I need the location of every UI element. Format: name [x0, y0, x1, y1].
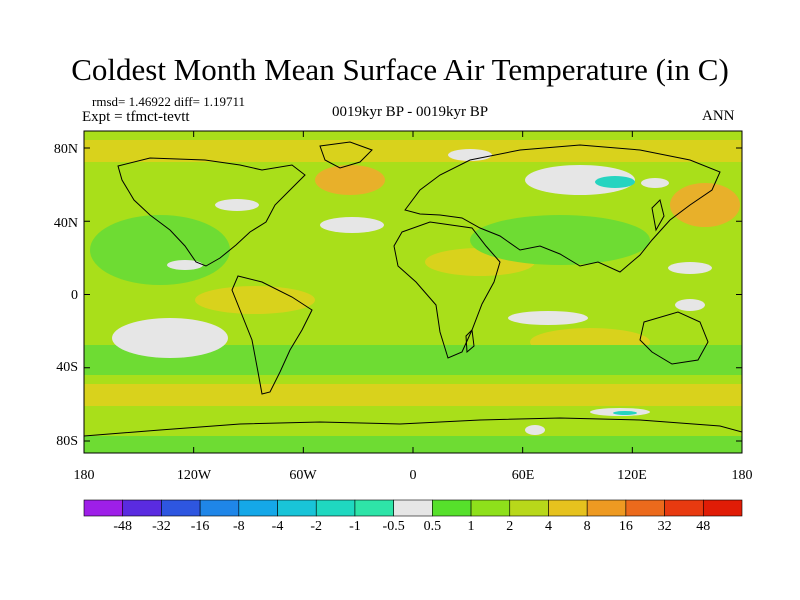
colorbar-label: -2: [310, 519, 323, 534]
colorbar-label: 2: [506, 519, 514, 534]
cool-patch-asia: [470, 215, 650, 265]
greenland-outline: [319, 141, 373, 169]
lon-label-180w: 180: [73, 468, 95, 483]
colorbar-swatch: [548, 499, 588, 517]
colorbar-label: -4: [271, 519, 284, 534]
colorbar-swatch: [509, 499, 549, 517]
axis-ticks: [83, 131, 743, 453]
near-zero-patch-west-pacific: [668, 262, 712, 274]
colorbar-label: 4: [544, 519, 552, 534]
colorbar-label: 16: [618, 519, 633, 534]
plot-title: Coldest Month Mean Surface Air Temperatu…: [71, 52, 729, 87]
near-zero-patch-south-pacific: [112, 318, 228, 358]
colorbar-swatch: [625, 499, 665, 517]
warm-patch-north-pacific: [670, 183, 740, 227]
colorbar-swatch: [470, 499, 511, 517]
colorbar-swatch: [83, 499, 124, 517]
cool-patch-pacific: [90, 215, 230, 285]
colorbar-label: 48: [696, 519, 711, 534]
lat-label-80s: 80S: [56, 434, 78, 449]
antarctica-outline: [84, 417, 742, 437]
lat-label-0: 0: [71, 288, 78, 303]
near-zero-patch-antarctic: [525, 425, 545, 435]
colorbar-swatch: [199, 499, 240, 517]
colorbar-label: 0.5: [423, 519, 442, 534]
lat-label-40n: 40N: [53, 216, 78, 231]
colorbar-swatch: [161, 499, 201, 517]
near-zero-patch-indonesia: [675, 299, 705, 311]
north-america-outline: [117, 157, 306, 267]
near-zero-patch-scandinavia: [448, 149, 492, 161]
colorbar-label: 32: [657, 519, 672, 534]
stats-text: rmsd= 1.46922 diff= 1.19711: [92, 94, 245, 109]
colorbar-label: -8: [232, 519, 245, 534]
colorbar-swatch: [432, 499, 472, 517]
colorbar-label: 8: [583, 519, 591, 534]
warm-band-southern-ocean: [84, 384, 742, 406]
lat-label-40s: 40S: [56, 360, 78, 375]
cold-patch-siberia: [595, 176, 635, 188]
warm-patch-north-atlantic: [315, 165, 385, 195]
south-america-outline: [231, 275, 313, 395]
experiment-label: Expt = tfmct-tevtt: [82, 109, 190, 125]
colorbar-label: 1: [467, 519, 475, 534]
near-zero-patch-east-pacific: [167, 260, 203, 270]
africa-outline: [393, 221, 501, 359]
colorbar-swatch: [393, 499, 433, 517]
colorbar-swatch: [586, 499, 627, 517]
australia-outline: [639, 311, 709, 365]
colorbar-label: -48: [113, 519, 133, 534]
colorbar-swatch: [702, 499, 743, 517]
madagascar-outline: [465, 328, 475, 354]
period-label: 0019kyr BP - 0019kyr BP: [331, 104, 489, 120]
colorbar-swatch: [238, 499, 278, 517]
japan-outline: [651, 199, 665, 232]
near-zero-patch-indian: [508, 311, 588, 325]
season-label: ANN: [702, 108, 735, 124]
eurasia-outline: [404, 144, 721, 273]
lat-label-80n: 80N: [53, 142, 78, 157]
lon-label-120e: 120E: [617, 468, 647, 483]
lon-label-0: 0: [409, 468, 417, 483]
colorbar-swatch: [354, 499, 394, 517]
colorbar-label: -1: [349, 519, 361, 534]
lon-label-180e: 180: [731, 468, 753, 483]
colorbar-label: -32: [152, 519, 171, 534]
cold-patch-antarctic: [613, 411, 637, 415]
colorbar-label: -16: [190, 519, 210, 534]
colorbar-swatch: [664, 499, 704, 517]
colorbar-swatch: [277, 499, 317, 517]
lon-label-60e: 60E: [511, 468, 535, 483]
coastlines: [84, 141, 742, 437]
temperature-field: [84, 131, 742, 453]
lon-label-120w: 120W: [176, 468, 212, 483]
near-zero-patch-east-siberia: [641, 178, 669, 188]
cool-band-antarctic: [84, 436, 742, 453]
near-zero-patch-canada: [215, 199, 259, 211]
colorbar: [83, 499, 743, 517]
lon-label-60w: 60W: [289, 468, 317, 483]
colorbar-swatch: [315, 499, 356, 517]
colorbar-swatch: [122, 499, 162, 517]
colorbar-label: -0.5: [382, 519, 405, 534]
near-zero-patch-atlantic: [320, 217, 384, 233]
